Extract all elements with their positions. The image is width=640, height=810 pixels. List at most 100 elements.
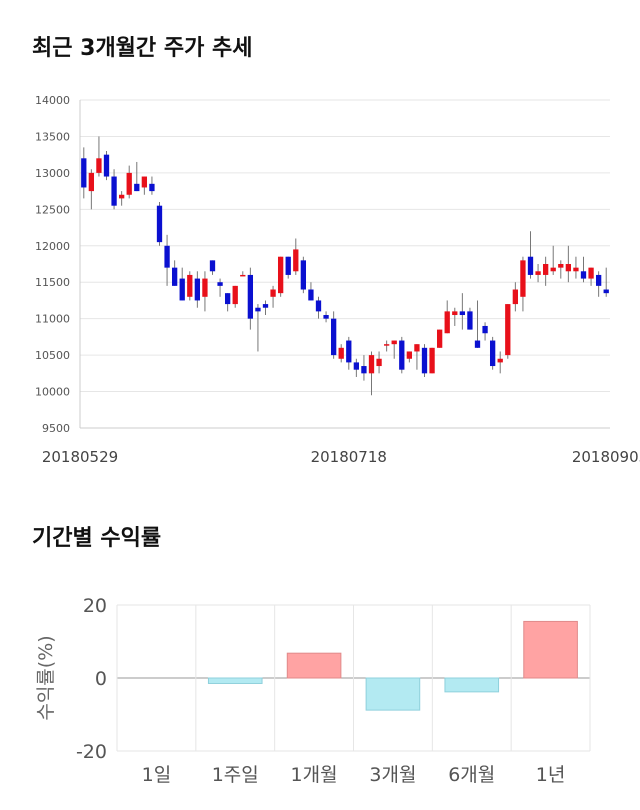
category-label: 1년	[536, 764, 566, 786]
y-axis-label: 수익률(%)	[35, 635, 57, 720]
candle-body	[520, 260, 526, 297]
candle-body	[308, 289, 314, 301]
candle-body	[489, 340, 496, 367]
candle-body	[217, 282, 223, 286]
candle-body	[406, 351, 413, 359]
y-tick-label: 12500	[35, 203, 70, 216]
candle-body	[444, 311, 450, 334]
candle-body	[482, 325, 488, 334]
candle-body	[323, 315, 329, 319]
candle-body	[277, 256, 284, 294]
candle-body	[497, 358, 503, 363]
candle-body	[558, 264, 564, 268]
candle-body	[141, 176, 148, 188]
candle-body	[414, 344, 420, 352]
category-label: 6개월	[448, 764, 495, 786]
candle-body	[262, 304, 269, 308]
candle-body	[240, 274, 246, 277]
y-tick-label: 10000	[35, 386, 70, 399]
y-tick-label: 13000	[35, 167, 70, 180]
candle-body	[474, 340, 481, 348]
candle-body	[330, 318, 337, 356]
candle-body	[126, 172, 132, 195]
y-tick-label: 14000	[35, 94, 70, 107]
candle-body	[202, 278, 208, 297]
candle-body	[315, 300, 322, 312]
return-bar	[207, 677, 263, 684]
candle-body	[346, 340, 352, 363]
candle-body	[436, 329, 443, 348]
candle-body	[285, 256, 291, 275]
candle-body	[88, 172, 95, 192]
candle-body	[565, 264, 572, 272]
return-bar	[444, 677, 500, 693]
x-tick-label: 20180529	[42, 448, 118, 466]
candle-body	[187, 274, 193, 297]
candle-body	[580, 271, 587, 279]
candle-body	[270, 289, 276, 297]
y-tick-label: 10500	[35, 349, 70, 362]
y-tick-label: 11000	[35, 313, 70, 326]
candle-body	[134, 183, 140, 192]
candle-body	[81, 158, 87, 188]
candle-body	[118, 194, 125, 199]
candle-body	[573, 267, 579, 272]
candle-body	[421, 347, 428, 374]
candle-body	[452, 311, 458, 316]
category-label: 1주일	[212, 764, 259, 786]
candle-body	[164, 245, 170, 268]
candle-body	[603, 289, 609, 294]
candle-body	[505, 304, 511, 356]
candle-body	[338, 347, 344, 359]
candle-body	[353, 362, 360, 370]
candle-body	[232, 285, 238, 305]
y-tick-label: 12000	[35, 240, 70, 253]
returns-chart-title: 기간별 수익률	[32, 526, 162, 551]
candle-body	[293, 249, 299, 272]
candle-body	[300, 260, 307, 290]
candle-body	[103, 154, 110, 177]
candle-body	[255, 307, 261, 312]
x-tick-label: 20180905	[572, 448, 640, 466]
candle-body	[111, 176, 117, 206]
return-bar	[523, 620, 578, 679]
candle-body	[459, 311, 466, 316]
candle-body	[224, 293, 231, 305]
candle-body	[429, 347, 435, 374]
x-tick-label: 20180718	[311, 448, 387, 466]
return-bar	[286, 652, 342, 679]
candle-body	[383, 344, 390, 346]
candle-body	[512, 289, 519, 305]
candle-body	[156, 205, 163, 243]
category-label: 1일	[142, 764, 172, 786]
y-tick-label: 11500	[35, 276, 70, 289]
y-tick-label: 0	[95, 668, 107, 690]
y-tick-label: 13500	[35, 130, 70, 143]
candle-body	[595, 274, 602, 286]
candle-body	[588, 267, 594, 279]
candle-body	[376, 358, 382, 367]
candle-body	[527, 256, 534, 275]
y-tick-label: 20	[83, 595, 107, 617]
candle-body	[179, 278, 185, 301]
candle-body	[194, 278, 201, 301]
candle-body	[391, 340, 397, 345]
category-label: 3개월	[369, 764, 416, 786]
candle-body	[368, 355, 375, 374]
price-chart-title: 최근 3개월간 주가 추세	[32, 36, 253, 61]
candle-body	[149, 183, 155, 192]
category-label: 1개월	[291, 764, 338, 786]
y-tick-label: -20	[76, 741, 107, 763]
y-tick-label: 9500	[42, 422, 70, 435]
candle-body	[535, 271, 541, 275]
candle-body	[550, 267, 556, 272]
candlestick-chart: 14000 13500 13000 12500 12000 11500 11000 10500…	[35, 94, 640, 466]
candle-body	[96, 158, 102, 173]
candle-body	[361, 366, 367, 374]
candle-body	[171, 267, 178, 286]
candle-body	[542, 264, 549, 275]
candle-body	[399, 340, 405, 370]
candle-body	[467, 311, 473, 330]
candle-body	[209, 260, 216, 272]
